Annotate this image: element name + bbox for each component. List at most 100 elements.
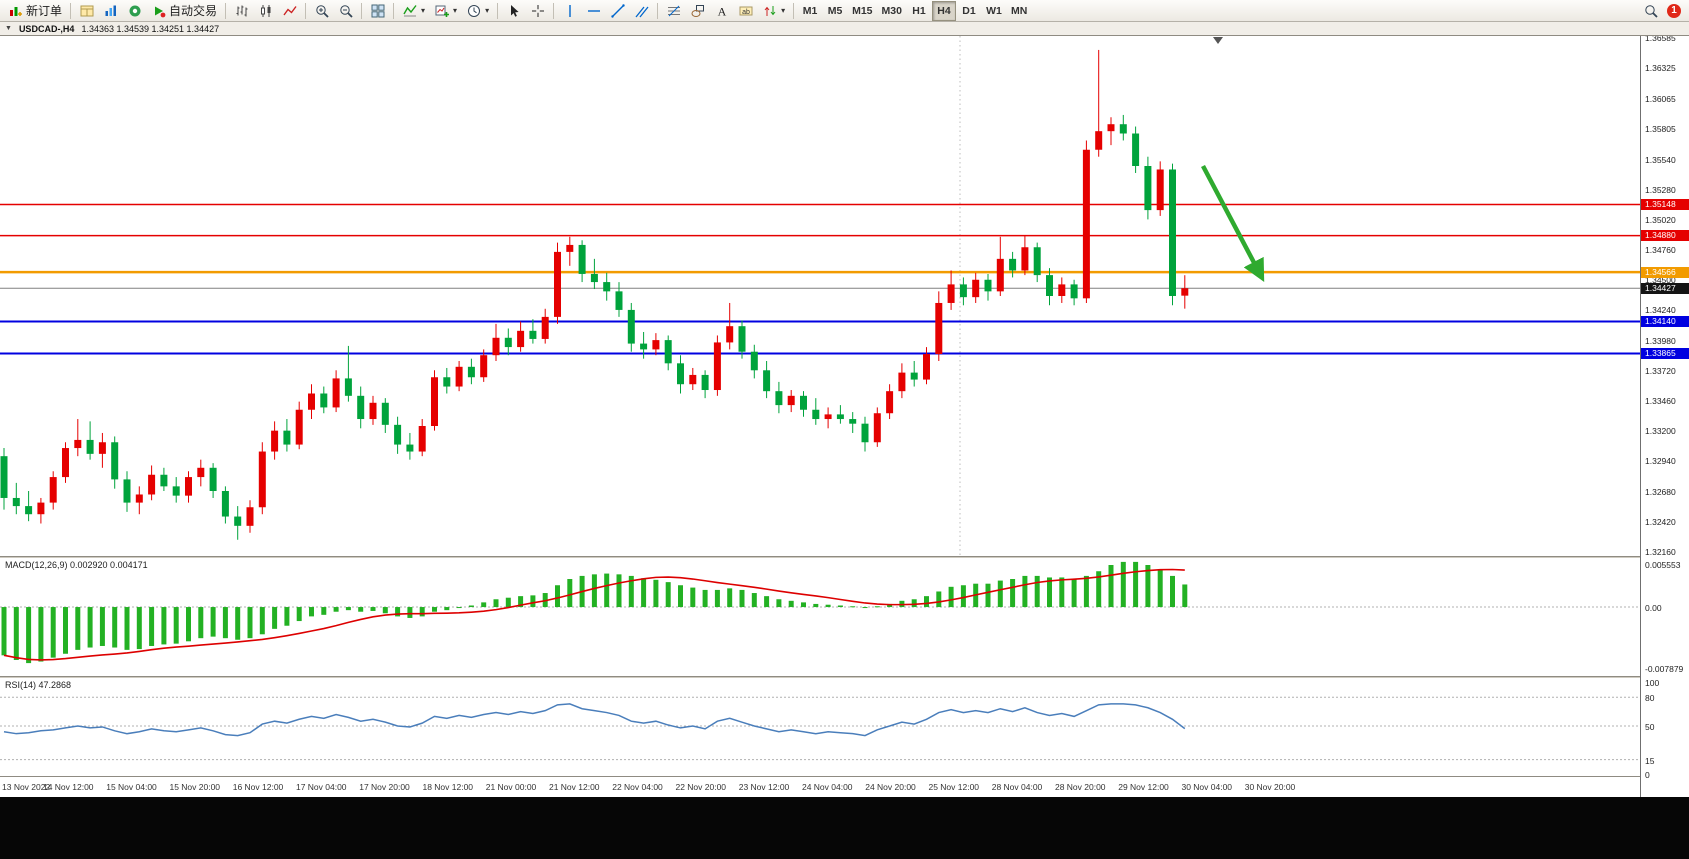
macd-bar xyxy=(591,574,597,608)
cursor-button[interactable] xyxy=(502,1,525,21)
candle-body xyxy=(12,497,20,507)
macd-bar xyxy=(296,607,302,622)
candle-body xyxy=(1058,284,1066,296)
macd-bar xyxy=(1108,565,1114,608)
macd-bar xyxy=(124,607,130,650)
time-label: 24 Nov 20:00 xyxy=(865,782,916,792)
zoom-out-button[interactable] xyxy=(334,1,357,21)
market-watch-button[interactable] xyxy=(99,1,122,21)
trend-arrow-annotation[interactable] xyxy=(1201,164,1265,282)
timeframe-button-MN[interactable]: MN xyxy=(1007,1,1031,21)
candle-body xyxy=(836,414,844,420)
candle-body xyxy=(1033,247,1041,276)
data-window-icon xyxy=(79,4,94,18)
macd-canvas[interactable] xyxy=(0,558,1640,676)
crosshair-button[interactable] xyxy=(526,1,549,21)
macd-bar xyxy=(149,607,155,646)
time-label: 29 Nov 12:00 xyxy=(1118,782,1169,792)
candle-chart-button[interactable] xyxy=(254,1,277,21)
macd-bar xyxy=(358,607,364,612)
svg-text:ab: ab xyxy=(742,8,750,15)
horizontal-line-button[interactable] xyxy=(582,1,605,21)
chart-shift-marker[interactable] xyxy=(1213,37,1223,44)
text-button[interactable]: A xyxy=(710,1,733,21)
macd-bar xyxy=(50,607,56,658)
timeframe-button-M30[interactable]: M30 xyxy=(878,1,906,21)
price-tick: 1.32420 xyxy=(1645,516,1676,527)
price-tick: 1.32940 xyxy=(1645,456,1676,467)
candle-body xyxy=(713,342,721,391)
macd-bar xyxy=(370,607,376,611)
macd-bar xyxy=(555,585,560,608)
panel-splitter[interactable] xyxy=(0,556,1689,558)
chart-menu-icon[interactable]: ▼ xyxy=(5,25,12,32)
rsi-scale-tick: 15 xyxy=(1645,755,1655,766)
candle-body xyxy=(320,393,328,408)
bar-chart-button[interactable] xyxy=(230,1,253,21)
arrows-button[interactable]: ▾ xyxy=(758,1,789,21)
macd-bar xyxy=(75,607,81,650)
crosshair-icon xyxy=(530,4,545,18)
channel-button[interactable] xyxy=(630,1,653,21)
dropdown-caret-icon: ▾ xyxy=(453,6,458,15)
new-order-button[interactable]: 新订单 xyxy=(4,1,66,21)
navigator-button[interactable] xyxy=(123,1,146,21)
line-chart-button[interactable] xyxy=(278,1,301,21)
indicators-button[interactable]: ▾ xyxy=(398,1,429,21)
price-scale[interactable]: 1.36585 1.36325 1.36065 1.35805 1.35540 1.352… xyxy=(1640,36,1689,797)
periods-button[interactable]: ▾ xyxy=(462,1,493,21)
macd-bar xyxy=(518,596,524,608)
macd-bar xyxy=(468,605,474,608)
macd-bar xyxy=(788,600,794,608)
time-label: 28 Nov 20:00 xyxy=(1054,782,1106,792)
panel-splitter[interactable] xyxy=(0,676,1689,678)
timeframe-button-H4[interactable]: H4 xyxy=(931,0,956,21)
chart-ohlc-values: 1.34363 1.34539 1.34251 1.34427 xyxy=(81,23,220,34)
timeframe-button-W1[interactable]: W1 xyxy=(982,1,1006,21)
candle-body xyxy=(86,439,94,454)
notification-badge[interactable]: 1 xyxy=(1667,3,1681,18)
new-chart-button[interactable]: ▾ xyxy=(430,1,461,21)
macd-bar xyxy=(727,588,733,608)
zoom-in-button[interactable] xyxy=(310,1,333,21)
macd-bar xyxy=(1047,577,1052,608)
dropdown-caret-icon: ▾ xyxy=(421,6,426,15)
tile-windows-button[interactable] xyxy=(366,1,389,21)
candle-body xyxy=(492,337,500,356)
candle-body xyxy=(1009,258,1017,271)
price-chart-canvas[interactable] xyxy=(0,36,1640,556)
auto-trading-button[interactable]: 自动交易 xyxy=(147,1,221,21)
time-axis[interactable]: 13 Nov 2022 14 Nov 12:00 15 Nov 04:00 15 No… xyxy=(0,776,1640,797)
macd-bar xyxy=(136,607,142,650)
candle-body xyxy=(308,393,315,410)
macd-bar xyxy=(714,589,720,608)
timeframe-button-M1[interactable]: M1 xyxy=(798,1,822,21)
macd-label: MACD(12,26,9) 0.002920 0.004171 xyxy=(5,560,148,570)
macd-bar xyxy=(222,607,228,639)
candle-body xyxy=(258,451,266,508)
trendline-button[interactable] xyxy=(606,1,629,21)
macd-bar xyxy=(1,607,7,656)
rsi-canvas[interactable] xyxy=(0,678,1640,776)
macd-bar xyxy=(481,602,487,608)
toolbar-separator xyxy=(305,2,307,19)
candle-body xyxy=(209,467,217,491)
fibonacci-button[interactable] xyxy=(662,1,685,21)
macd-bar xyxy=(850,606,856,608)
time-label: 30 Nov 04:00 xyxy=(1181,782,1233,792)
candle-body xyxy=(467,366,475,378)
candle-body xyxy=(824,414,832,420)
data-window-button[interactable] xyxy=(75,1,98,21)
vertical-line-button[interactable] xyxy=(558,1,581,21)
candle-body xyxy=(578,244,586,274)
search-button[interactable] xyxy=(1639,1,1662,21)
timeframe-button-D1[interactable]: D1 xyxy=(957,1,981,21)
text-label-button[interactable]: ab xyxy=(734,1,757,21)
timeframe-button-M5[interactable]: M5 xyxy=(823,1,847,21)
candle-body xyxy=(886,391,894,414)
time-label: 16 Nov 12:00 xyxy=(232,782,284,792)
price-tick: 1.33460 xyxy=(1645,395,1676,406)
shapes-button[interactable] xyxy=(686,1,709,21)
timeframe-button-H1[interactable]: H1 xyxy=(907,1,931,21)
timeframe-button-M15[interactable]: M15 xyxy=(848,1,876,21)
